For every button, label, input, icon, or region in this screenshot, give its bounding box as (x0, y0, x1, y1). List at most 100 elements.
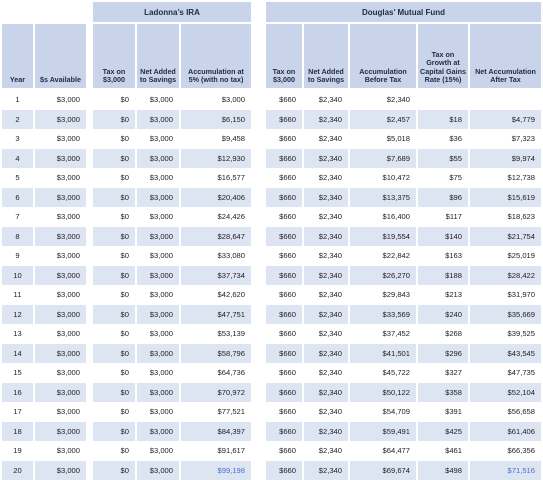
cell-fund-tax: $660 (266, 285, 302, 304)
cell-ira-tax: $0 (93, 226, 135, 246)
cell-ira-net: $3,000 (137, 363, 179, 382)
cell-fund-cgtax: $425 (418, 421, 468, 441)
cell-fund-after: $47,735 (470, 363, 541, 382)
cell-fund-tax: $660 (266, 187, 302, 207)
cell-fund-before: $69,674 (350, 460, 416, 480)
table-row: 12 $3,000 $0 $3,000 $47,751 $660 $2,340 … (0, 304, 543, 324)
cell-fund-cgtax: $18 (418, 109, 468, 129)
cell-fund-after: $43,545 (470, 343, 541, 363)
cell-ira-accum: $12,930 (181, 148, 251, 168)
cell-fund-cgtax: $268 (418, 324, 468, 343)
cell-fund-after: $56,658 (470, 402, 541, 421)
cell-fund-before: $10,472 (350, 168, 416, 187)
cell-ira-accum: $16,577 (181, 168, 251, 187)
cell-ira-accum: $91,617 (181, 441, 251, 460)
cell-available: $3,000 (35, 304, 86, 324)
cell-fund-net: $2,340 (304, 168, 348, 187)
cell-fund-after: $9,974 (470, 148, 541, 168)
cell-available: $3,000 (35, 129, 86, 148)
cell-fund-tax: $660 (266, 168, 302, 187)
cell-fund-net: $2,340 (304, 148, 348, 168)
cell-fund-after: $25,019 (470, 246, 541, 265)
cell-year: 20 (2, 460, 33, 480)
cell-fund-cgtax: $327 (418, 363, 468, 382)
cell-ira-accum: $9,458 (181, 129, 251, 148)
cell-fund-tax: $660 (266, 441, 302, 460)
cell-ira-accum: $84,397 (181, 421, 251, 441)
header-fund-cgtax: Tax on Growth at Capital Gains Rate (15%… (418, 24, 468, 88)
cell-ira-net: $3,000 (137, 460, 179, 480)
cell-available: $3,000 (35, 363, 86, 382)
cell-fund-after: $39,525 (470, 324, 541, 343)
cell-available: $3,000 (35, 343, 86, 363)
cell-fund-tax: $660 (266, 382, 302, 402)
cell-fund-before: $13,375 (350, 187, 416, 207)
cell-fund-before: $45,722 (350, 363, 416, 382)
cell-fund-before: $2,340 (350, 90, 416, 109)
cell-fund-before: $19,554 (350, 226, 416, 246)
table-row: 15 $3,000 $0 $3,000 $64,736 $660 $2,340 … (0, 363, 543, 382)
cell-fund-before: $29,843 (350, 285, 416, 304)
cell-fund-tax: $660 (266, 109, 302, 129)
cell-fund-net: $2,340 (304, 382, 348, 402)
cell-ira-accum: $99,198 (181, 460, 251, 480)
cell-ira-net: $3,000 (137, 441, 179, 460)
cell-available: $3,000 (35, 460, 86, 480)
cell-fund-cgtax: $391 (418, 402, 468, 421)
cell-ira-net: $3,000 (137, 285, 179, 304)
cell-fund-before: $22,842 (350, 246, 416, 265)
cell-ira-accum: $6,150 (181, 109, 251, 129)
cell-ira-accum: $20,406 (181, 187, 251, 207)
cell-fund-cgtax: $163 (418, 246, 468, 265)
cell-year: 3 (2, 129, 33, 148)
cell-ira-tax: $0 (93, 343, 135, 363)
cell-fund-after: $12,738 (470, 168, 541, 187)
cell-fund-tax: $660 (266, 324, 302, 343)
cell-ira-accum: $64,736 (181, 363, 251, 382)
cell-ira-net: $3,000 (137, 402, 179, 421)
cell-fund-net: $2,340 (304, 421, 348, 441)
cell-fund-net: $2,340 (304, 90, 348, 109)
cell-fund-cgtax: $188 (418, 265, 468, 285)
cell-fund-after: $35,669 (470, 304, 541, 324)
cell-available: $3,000 (35, 168, 86, 187)
table-row: 11 $3,000 $0 $3,000 $42,620 $660 $2,340 … (0, 285, 543, 304)
cell-fund-net: $2,340 (304, 363, 348, 382)
cell-fund-net: $2,340 (304, 343, 348, 363)
cell-fund-after: $31,970 (470, 285, 541, 304)
cell-fund-before: $54,709 (350, 402, 416, 421)
cell-year: 8 (2, 226, 33, 246)
table-row: 18 $3,000 $0 $3,000 $84,397 $660 $2,340 … (0, 421, 543, 441)
header-fund-before: Accumulation Before Tax (350, 24, 416, 88)
cell-ira-tax: $0 (93, 207, 135, 226)
cell-year: 5 (2, 168, 33, 187)
cell-ira-tax: $0 (93, 304, 135, 324)
table-row: 9 $3,000 $0 $3,000 $33,080 $660 $2,340 $… (0, 246, 543, 265)
cell-fund-after: $4,779 (470, 109, 541, 129)
cell-ira-net: $3,000 (137, 168, 179, 187)
header-ira-tax: Tax on $3,000 (93, 24, 135, 88)
cell-ira-tax: $0 (93, 285, 135, 304)
cell-fund-cgtax: $240 (418, 304, 468, 324)
cell-fund-before: $59,491 (350, 421, 416, 441)
cell-ira-tax: $0 (93, 324, 135, 343)
cell-fund-net: $2,340 (304, 402, 348, 421)
cell-available: $3,000 (35, 246, 86, 265)
cell-fund-after: $52,104 (470, 382, 541, 402)
cell-fund-tax: $660 (266, 129, 302, 148)
cell-ira-net: $3,000 (137, 246, 179, 265)
cell-fund-tax: $660 (266, 90, 302, 109)
header-available: $s Available (35, 24, 86, 88)
cell-fund-before: $41,501 (350, 343, 416, 363)
cell-fund-cgtax: $36 (418, 129, 468, 148)
cell-ira-accum: $28,647 (181, 226, 251, 246)
table-row: 7 $3,000 $0 $3,000 $24,426 $660 $2,340 $… (0, 207, 543, 226)
cell-ira-net: $3,000 (137, 226, 179, 246)
cell-year: 7 (2, 207, 33, 226)
cell-fund-tax: $660 (266, 343, 302, 363)
cell-ira-accum: $70,972 (181, 382, 251, 402)
cell-available: $3,000 (35, 148, 86, 168)
fund-group-header: Douglas’ Mutual Fund (266, 2, 541, 22)
cell-ira-accum: $3,000 (181, 90, 251, 109)
